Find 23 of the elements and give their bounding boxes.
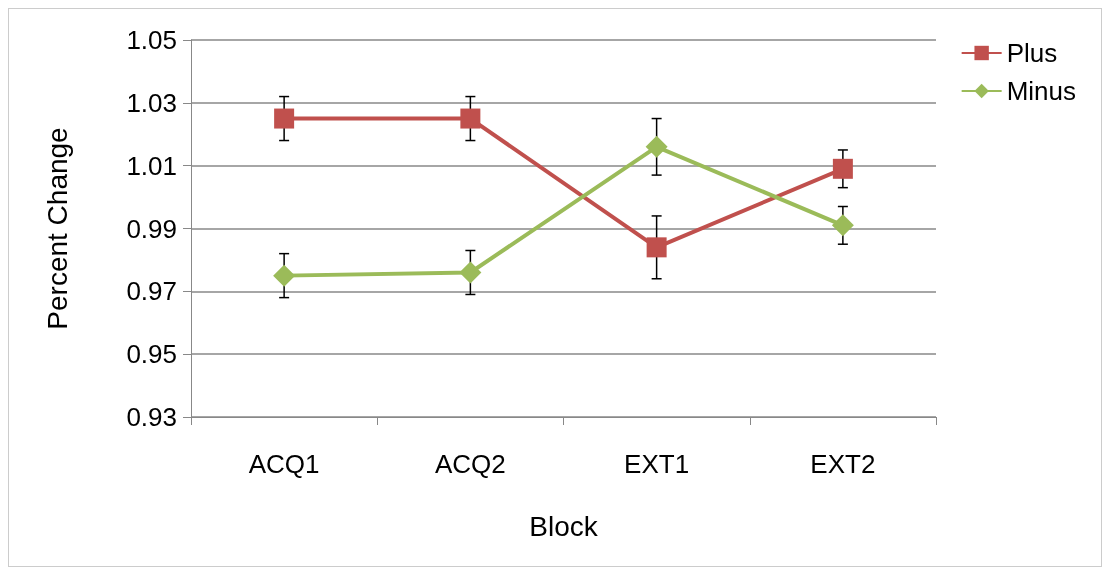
y-tick-label: 1.01 (126, 150, 177, 181)
y-axis-title: Percent Change (41, 127, 73, 330)
point (831, 214, 854, 237)
point (646, 237, 667, 258)
y-tick-label: 1.03 (126, 87, 177, 118)
x-tick-label: EXT1 (624, 449, 690, 479)
x-axis-title: Block (529, 510, 599, 542)
point (459, 261, 482, 284)
y-tick-label: 0.95 (126, 339, 177, 370)
point (645, 135, 668, 158)
x-tick-label: EXT2 (810, 449, 876, 479)
x-tick-label: ACQ2 (434, 449, 506, 479)
y-tick-label: 0.97 (126, 276, 177, 307)
y-tick-label: 0.99 (126, 213, 177, 244)
legend-label: Plus (1006, 38, 1058, 68)
point (273, 264, 296, 287)
legend-label: Minus (1006, 76, 1076, 106)
x-tick-label: ACQ1 (248, 449, 320, 479)
y-tick-label: 1.05 (126, 25, 177, 55)
y-tick-label: 0.93 (126, 402, 177, 432)
point (460, 108, 481, 129)
point (832, 158, 853, 179)
point (274, 108, 295, 129)
